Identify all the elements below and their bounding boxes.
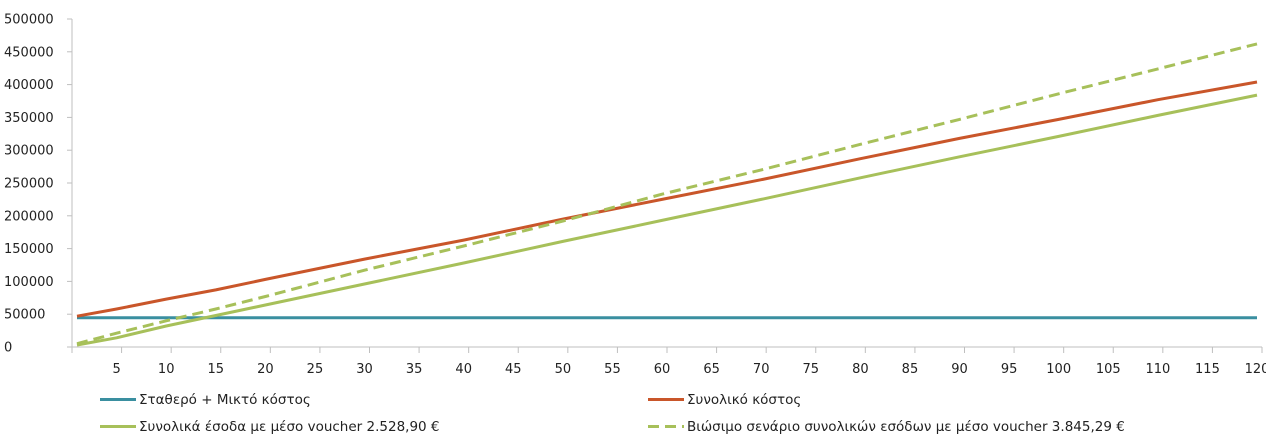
y-tick-label: 150000 (4, 242, 54, 257)
legend-label: Συνολικό κόστος (687, 392, 801, 408)
x-tick-label: 35 (406, 362, 423, 377)
x-tick-label: 85 (902, 362, 919, 377)
x-tick-label: 30 (356, 362, 373, 377)
x-tick-label: 60 (654, 362, 671, 377)
legend-label: Συνολικά έσοδα με μέσο voucher 2.528,90 … (139, 419, 440, 435)
series-lines (76, 42, 1258, 347)
y-tick-label: 400000 (4, 78, 54, 93)
y-tick-label: 100000 (4, 275, 54, 290)
y-tick-label: 500000 (4, 13, 54, 28)
y-tick-label: 250000 (4, 177, 54, 192)
x-tick-label: 95 (1001, 362, 1018, 377)
x-tick-label: 75 (803, 362, 820, 377)
x-tick-label: 100 (1046, 362, 1071, 377)
legend: Σταθερό + Μικτό κόστος Συνολικό κόστος Συν… (100, 392, 1125, 435)
y-tick-label: 450000 (4, 45, 54, 60)
x-tick-label: 110 (1145, 362, 1170, 377)
x-tick-label: 50 (555, 362, 572, 377)
y-tick-label: 50000 (4, 308, 45, 323)
axes (67, 18, 1263, 353)
x-tick-label: 15 (208, 362, 225, 377)
x-tick-label: 120 (1245, 362, 1266, 377)
x-tick-label: 90 (951, 362, 968, 377)
y-tick-label: 0 (4, 341, 12, 356)
legend-label: Σταθερό + Μικτό κόστος (139, 392, 311, 408)
series-line-3 (76, 93, 1258, 347)
x-axis-tick-labels: 5 10 15 20 25 30 35 40 45 50 55 60 65 70 75 80 85 90 95 100… (112, 362, 1266, 377)
x-tick-label: 5 (112, 362, 120, 377)
x-tick-label: 20 (257, 362, 274, 377)
x-tick-label: 105 (1096, 362, 1121, 377)
legend-label: Βιώσιμο σενάριο συνολικών εσόδων με μέσο… (687, 419, 1125, 435)
y-tick-label: 200000 (4, 209, 54, 224)
x-tick-label: 40 (455, 362, 472, 377)
x-tick-label: 10 (158, 362, 175, 377)
y-tick-label: 350000 (4, 111, 54, 126)
x-tick-label: 115 (1195, 362, 1220, 377)
series-line-4 (76, 42, 1258, 346)
x-tick-label: 65 (703, 362, 720, 377)
x-tick-label: 70 (753, 362, 770, 377)
x-tick-label: 55 (604, 362, 621, 377)
x-tick-label: 80 (852, 362, 869, 377)
y-tick-label: 300000 (4, 144, 54, 159)
y-axis-tick-labels: 0 50000 100000 150000 200000 250000 300000 3500… (4, 13, 54, 356)
x-tick-label: 25 (307, 362, 324, 377)
series-line-2 (76, 80, 1258, 318)
x-tick-label: 45 (505, 362, 522, 377)
